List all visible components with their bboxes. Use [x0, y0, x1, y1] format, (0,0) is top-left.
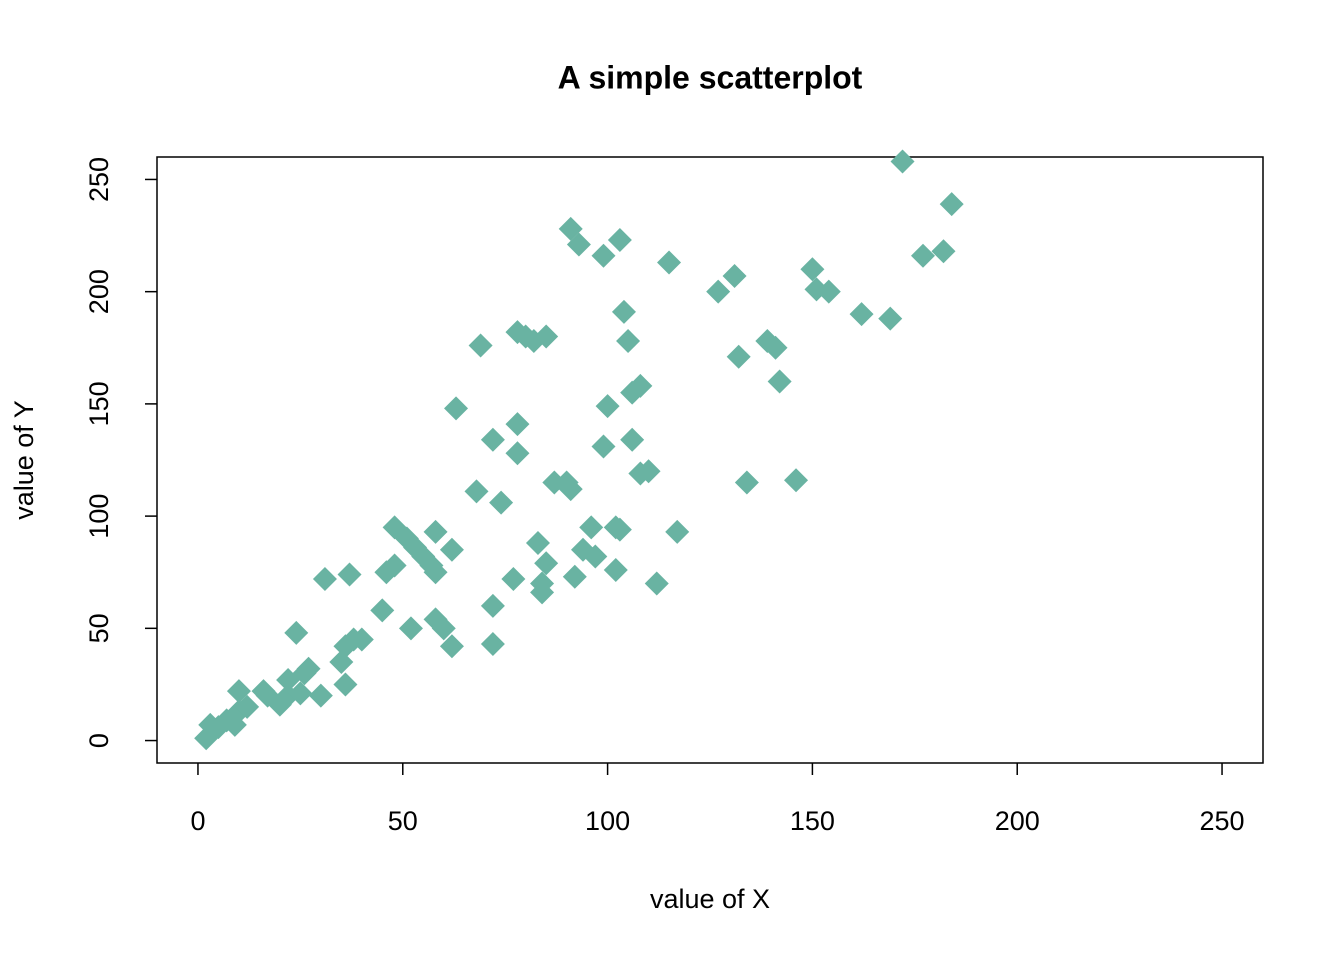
- point: [423, 519, 448, 544]
- point: [878, 306, 903, 331]
- point: [505, 441, 530, 466]
- point: [566, 232, 591, 257]
- point: [489, 490, 514, 515]
- point: [616, 329, 641, 354]
- point: [607, 517, 632, 542]
- point: [816, 279, 841, 304]
- point: [611, 299, 636, 324]
- x-tick-label: 150: [790, 806, 835, 836]
- point: [370, 598, 395, 623]
- point: [644, 571, 669, 596]
- point: [939, 192, 964, 217]
- point: [620, 427, 645, 452]
- point: [734, 470, 759, 495]
- point: [784, 468, 809, 493]
- point: [763, 335, 788, 360]
- point: [308, 683, 333, 708]
- point: [284, 620, 309, 645]
- point: [767, 369, 792, 394]
- point: [337, 562, 362, 587]
- point: [501, 566, 526, 591]
- y-tick-label: 150: [84, 381, 114, 426]
- point: [464, 479, 489, 504]
- point: [288, 681, 313, 706]
- y-tick-label: 250: [84, 157, 114, 202]
- y-axis-label: value of Y: [9, 400, 39, 520]
- y-tick-label: 200: [84, 269, 114, 314]
- point: [607, 228, 632, 253]
- plot-frame: [156, 156, 1264, 764]
- point: [530, 580, 555, 605]
- point: [558, 477, 583, 502]
- point: [349, 627, 374, 652]
- point: [423, 560, 448, 585]
- point: [296, 656, 321, 681]
- point: [382, 553, 407, 578]
- point: [525, 531, 550, 556]
- point: [439, 634, 464, 659]
- point: [591, 434, 616, 459]
- x-tick-label: 50: [388, 806, 418, 836]
- point: [722, 263, 747, 288]
- point: [583, 544, 608, 569]
- y-tick-label: 100: [84, 494, 114, 539]
- point: [800, 257, 825, 282]
- x-tick-label: 250: [1200, 806, 1245, 836]
- point: [591, 243, 616, 268]
- point: [534, 324, 559, 349]
- y-tick-label: 50: [84, 613, 114, 643]
- y-tick-label: 0: [84, 733, 114, 748]
- point: [595, 394, 620, 419]
- point: [911, 243, 936, 268]
- point: [931, 239, 956, 264]
- point: [603, 557, 628, 582]
- point: [628, 373, 653, 398]
- point: [657, 250, 682, 275]
- x-tick-label: 0: [190, 806, 205, 836]
- point: [431, 616, 456, 641]
- point: [398, 616, 423, 641]
- point: [849, 302, 874, 327]
- x-tick-label: 200: [995, 806, 1040, 836]
- point: [562, 564, 587, 589]
- x-axis-label: value of X: [650, 884, 770, 914]
- point: [636, 459, 661, 484]
- point: [706, 279, 731, 304]
- point: [534, 551, 559, 576]
- point: [468, 333, 493, 358]
- point: [505, 412, 530, 437]
- point: [333, 672, 358, 697]
- point: [312, 566, 337, 591]
- chart-title: A simple scatterplot: [558, 59, 863, 95]
- point: [444, 396, 469, 421]
- point: [480, 427, 505, 452]
- point: [890, 149, 915, 174]
- point: [439, 537, 464, 562]
- point: [665, 519, 690, 544]
- point: [480, 593, 505, 618]
- x-tick-label: 100: [585, 806, 630, 836]
- point: [480, 632, 505, 657]
- point: [235, 694, 260, 719]
- point: [579, 515, 604, 540]
- point: [726, 344, 751, 369]
